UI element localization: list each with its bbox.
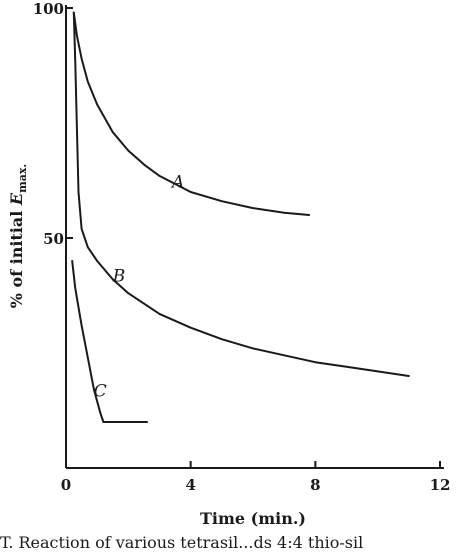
ticks: 0 4 8 12 50 100	[33, 0, 451, 494]
chart: 0 4 8 12 50 100 A B C Time (min.) % of initial …	[7, 0, 451, 528]
y-axis-title-subscript: max.	[16, 164, 29, 193]
curve-label-c: C	[94, 382, 107, 402]
curve-label-a: A	[170, 172, 184, 192]
y-axis-title-main: % of initial	[7, 205, 26, 308]
x-tick-label: 4	[185, 476, 195, 494]
curve-a	[72, 11, 311, 216]
curve-label-b: B	[112, 267, 126, 287]
x-tick-label: 12	[430, 476, 451, 494]
y-tick-label: 50	[43, 230, 64, 248]
x-axis-title: Time (min.)	[200, 509, 306, 528]
x-tick-label: 8	[310, 476, 320, 494]
series-labels: A B C	[94, 172, 185, 401]
y-axis-title-symbol: E	[7, 192, 26, 206]
series-curves	[71, 11, 410, 423]
x-tick-label: 0	[61, 476, 71, 494]
y-tick-label: 100	[33, 0, 64, 18]
figure-caption: T. Reaction of various tetrasil...ds 4:4…	[0, 533, 364, 552]
y-axis-title: % of initial Emax.	[7, 164, 29, 309]
axes	[65, 5, 444, 469]
curve-c	[71, 260, 148, 423]
curve-b	[72, 11, 410, 377]
